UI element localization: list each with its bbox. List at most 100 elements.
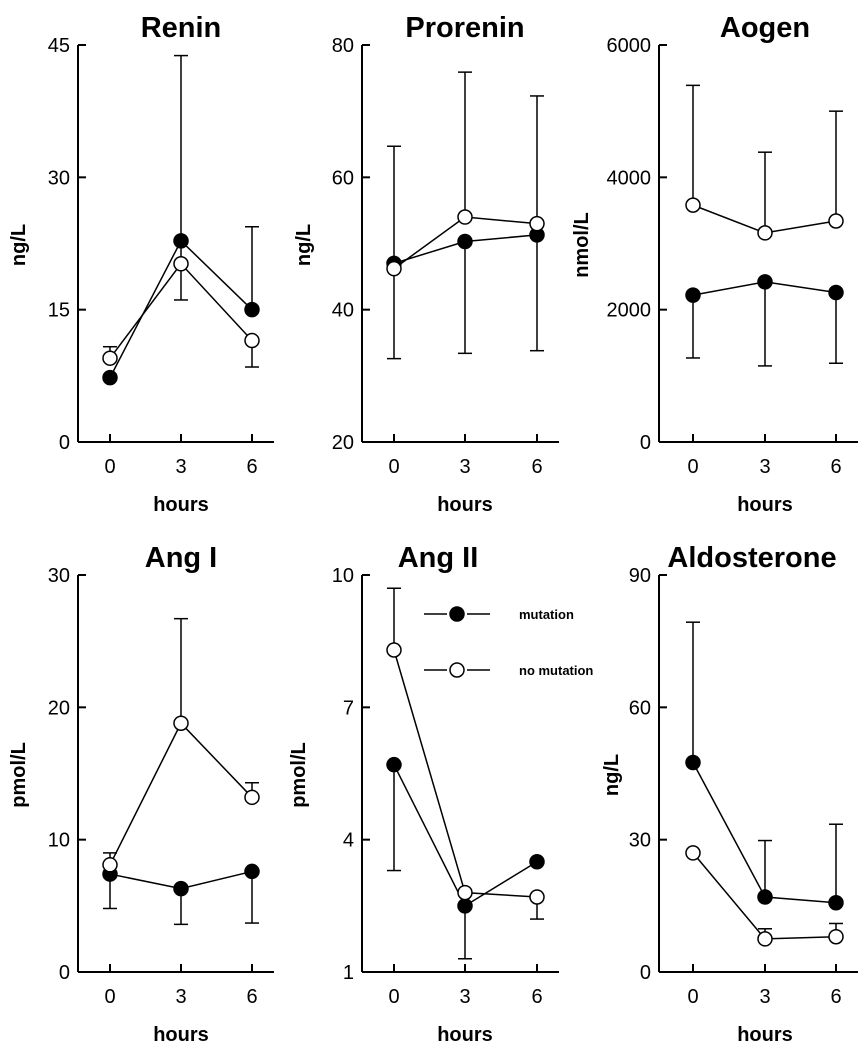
y-tick-label: 0 [640,962,651,984]
panel-aldosterone: Aldosterone 0 30 60 90 0 3 6 hours ng/L [601,542,858,1044]
y-tick-label: 10 [48,830,70,852]
y-tick-label: 0 [640,432,651,454]
x-axis-label: hours [437,494,493,516]
y-tick-label: 80 [332,35,354,57]
data-point-no-mutation [457,884,473,901]
panel-ang-i: Ang I 0 10 20 30 0 3 6 hours pmol/L [8,542,274,1044]
data-point-mutation [173,233,189,249]
data-point-no-mutation [386,260,402,277]
chart-title: Prorenin [405,12,524,44]
panel-prorenin: Prorenin 20 40 60 80 0 3 6 hours ng/L [293,12,559,516]
chart-title: Renin [141,12,222,44]
x-tick-label: 6 [246,456,257,478]
y-tick-label: 0 [59,432,70,454]
x-tick-label: 6 [531,986,542,1008]
series-line-mutation [393,764,538,907]
y-tick-label: 30 [629,830,651,852]
y-tick-label: 1 [343,962,354,984]
data-point-mutation [457,898,473,914]
data-point-mutation [529,853,545,870]
y-tick-label: 20 [48,697,70,719]
y-tick-label: 4 [343,830,354,852]
x-tick-label: 3 [459,986,470,1008]
data-point-no-mutation [102,857,118,873]
data-point-no-mutation [173,715,189,731]
legend-marker [449,662,465,678]
x-axis-label: hours [737,494,793,516]
y-tick-label: 90 [629,565,651,587]
y-axis-label: nmol/L [571,212,593,278]
data-point-mutation [828,894,844,911]
data-point-no-mutation [386,642,402,658]
y-tick-label: 7 [343,697,354,719]
chart-title: Aogen [720,12,810,44]
x-tick-label: 3 [759,986,770,1008]
y-tick-label: 30 [48,565,70,587]
y-axis-label: ng/L [293,224,315,266]
x-tick-label: 6 [246,986,257,1008]
y-tick-label: 30 [48,167,70,189]
legend: mutation no mutation [424,606,593,678]
panel-aogen: Aogen 0 2000 4000 6000 0 3 6 hours nmol/L [571,12,858,516]
x-tick-label: 0 [104,986,115,1008]
y-axis-label: pmol/L [8,742,30,808]
data-point-mutation [685,287,701,303]
y-tick-label: 6000 [607,35,652,57]
x-tick-label: 6 [830,456,841,478]
data-point-mutation [173,880,189,897]
x-axis-label: hours [737,1024,793,1044]
data-point-mutation [386,756,402,773]
panel-renin: Renin 0 15 30 45 0 3 6 hours ng/L [8,12,274,516]
x-tick-label: 0 [388,456,399,478]
panel-ang-ii: Ang II 1 4 7 10 0 3 6 hours pmol/L mutation no muta… [288,542,593,1044]
y-tick-label: 10 [332,565,354,587]
data-point-mutation [102,369,118,386]
series-line-no-mutation [393,649,538,898]
data-point-no-mutation [102,350,118,366]
data-point-mutation [828,284,844,301]
data-point-mutation [457,233,473,250]
y-tick-label: 20 [332,432,354,454]
x-tick-label: 3 [759,456,770,478]
data-point-no-mutation [757,931,773,947]
data-point-mutation [685,754,701,771]
data-point-no-mutation [828,213,844,229]
data-point-no-mutation [529,215,545,232]
legend-marker [449,606,465,622]
x-axis-label: hours [153,494,209,516]
x-tick-label: 3 [175,456,186,478]
y-tick-label: 15 [48,300,70,322]
y-tick-label: 40 [332,300,354,322]
data-point-mutation [757,889,773,905]
x-tick-label: 0 [687,986,698,1008]
chart-title: Ang I [145,542,218,574]
data-point-no-mutation [828,928,844,945]
y-axis-label: pmol/L [288,742,310,808]
x-tick-label: 3 [175,986,186,1008]
data-point-mutation [244,863,260,880]
data-point-no-mutation [757,225,773,241]
data-point-mutation [757,274,773,290]
data-point-mutation [244,301,260,318]
legend-label: no mutation [519,663,593,678]
series-line-no-mutation [109,721,253,866]
x-tick-label: 6 [531,456,542,478]
x-tick-label: 3 [459,456,470,478]
data-point-no-mutation [244,789,260,806]
chart-title: Ang II [398,542,479,574]
data-point-no-mutation [685,845,701,861]
chart-title: Aldosterone [667,542,836,574]
y-tick-label: 2000 [607,300,652,322]
y-tick-label: 4000 [607,167,652,189]
y-tick-label: 60 [629,697,651,719]
data-point-no-mutation [457,209,473,225]
y-axis-label: ng/L [8,224,30,266]
data-point-no-mutation [529,889,545,905]
y-tick-label: 45 [48,35,70,57]
data-point-no-mutation [244,332,260,349]
x-axis-label: hours [437,1024,493,1044]
x-tick-label: 6 [830,986,841,1008]
x-axis-label: hours [153,1024,209,1044]
y-tick-label: 60 [332,167,354,189]
